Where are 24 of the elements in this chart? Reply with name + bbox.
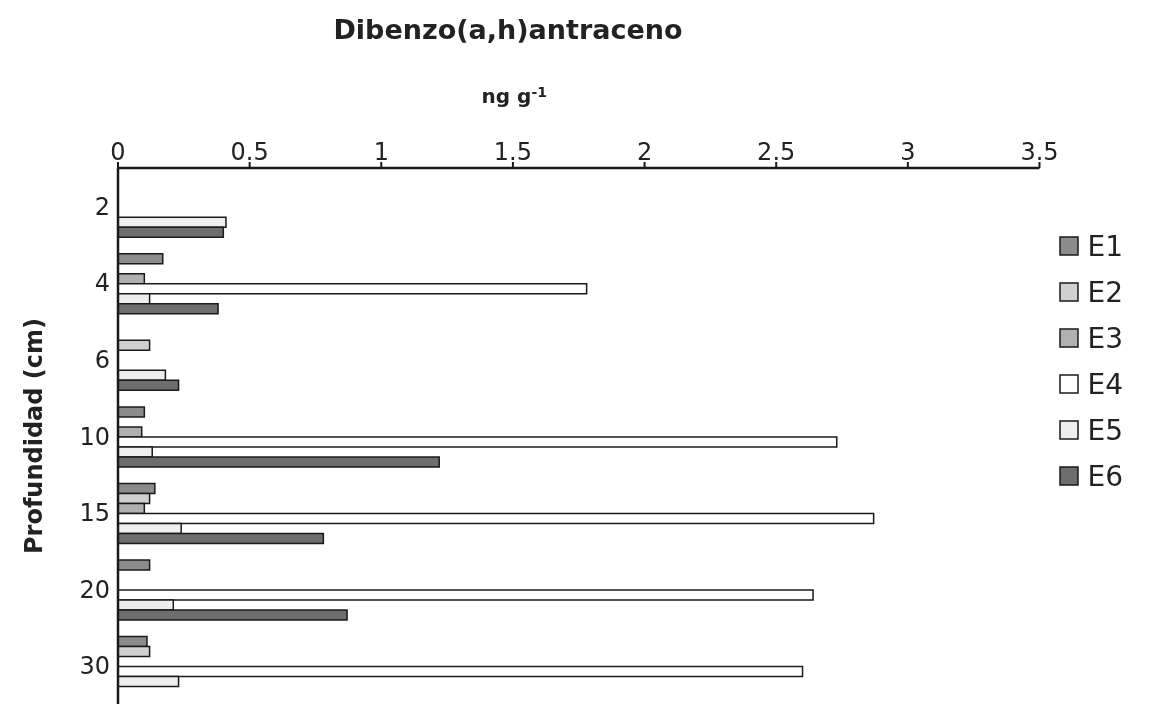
y-tick-label: 10: [79, 422, 110, 451]
y-tick-label: 20: [79, 575, 110, 604]
legend-label: E1: [1087, 229, 1123, 263]
y-tick-label: 4: [94, 269, 110, 298]
x-tick-label: 0.5: [230, 138, 269, 166]
x-tick-label: 2.5: [757, 138, 796, 166]
x-axis-title: ng g$^{-1}$: [481, 83, 547, 108]
y-tick-label: 6: [94, 345, 110, 374]
y-axis-title: Profundidad (cm): [19, 317, 48, 555]
y-tick-label: 2: [94, 192, 110, 221]
legend-label: E2: [1087, 275, 1123, 309]
legend-label: E3: [1087, 321, 1123, 355]
legend-label: E6: [1087, 459, 1123, 493]
x-tick-label: 0: [110, 138, 126, 166]
y-tick-label: 30: [79, 652, 110, 681]
legend-label: E5: [1087, 413, 1123, 447]
legend-label: E4: [1087, 367, 1123, 401]
y-tick-label: 15: [79, 499, 110, 528]
x-tick-label: 1: [373, 138, 389, 166]
x-tick-label: 3: [900, 138, 916, 166]
x-tick-label: 1.5: [493, 138, 533, 166]
chart-title: Dibenzo(a,h)antraceno: [332, 14, 684, 45]
x-tick-label: 2: [636, 138, 653, 166]
x-tick-label: 3.5: [1020, 138, 1059, 166]
